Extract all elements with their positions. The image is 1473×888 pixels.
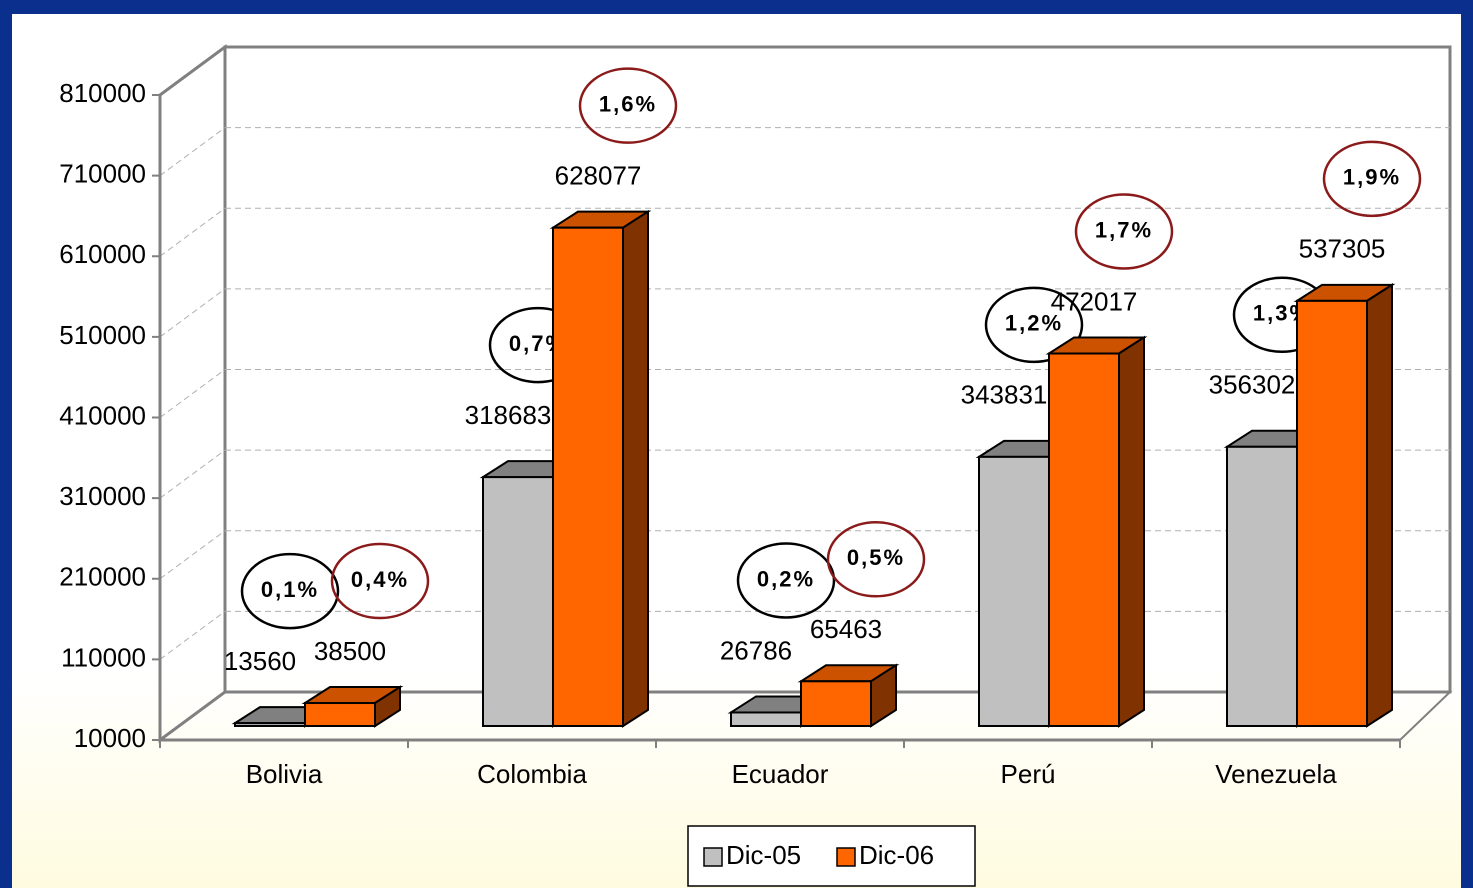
percent-label: 1,6%	[599, 91, 657, 116]
percent-bubble	[826, 521, 926, 598]
bar	[978, 455, 1050, 727]
value-label: 13560	[224, 646, 296, 676]
percent-bubble	[330, 542, 430, 620]
grid-line	[159, 369, 226, 418]
percent-bubble	[736, 542, 836, 619]
y-tick-label: 410000	[59, 400, 146, 430]
value-label: 356302	[1209, 370, 1296, 400]
legend-label: Dic-05	[726, 840, 801, 870]
value-label: 26786	[720, 635, 792, 665]
grid-line	[159, 449, 226, 499]
value-label: 537305	[1299, 234, 1386, 264]
bar-side	[1118, 335, 1145, 728]
y-tick-label: 110000	[61, 642, 146, 672]
percent-bubble	[1074, 193, 1174, 270]
value-label: 343831	[961, 380, 1048, 410]
percent-label: 0,1%	[261, 577, 319, 602]
y-tick-label: 810000	[59, 78, 146, 108]
x-tick-label: Perú	[1001, 759, 1056, 789]
grid-line	[159, 288, 226, 338]
legend-box	[687, 825, 976, 887]
x-tick-label: Colombia	[477, 759, 587, 789]
y-tick-label: 10000	[74, 723, 146, 753]
grid-line	[159, 207, 226, 257]
legend-swatch	[836, 847, 856, 867]
legend-label: Dic-06	[859, 840, 934, 870]
bar-side	[622, 209, 649, 728]
percent-label: 0,5%	[847, 545, 905, 570]
percent-label: 1,2%	[1005, 311, 1063, 336]
bar	[730, 711, 802, 728]
bar	[800, 680, 872, 728]
grid-line	[159, 610, 226, 660]
grid-line	[159, 530, 226, 580]
grid-line	[159, 127, 226, 177]
bar	[1226, 445, 1298, 727]
percent-bubble	[578, 67, 678, 144]
percent-bubble	[240, 552, 340, 630]
bar-side	[1366, 283, 1393, 728]
y-tick-label: 610000	[59, 239, 146, 269]
x-tick-label: Ecuador	[732, 759, 829, 789]
bar	[552, 226, 624, 727]
value-label: 38500	[314, 636, 386, 666]
value-label: 628077	[555, 161, 642, 191]
percent-bubble	[984, 286, 1084, 364]
bar	[482, 476, 554, 727]
x-tick-label: Bolivia	[246, 759, 323, 789]
bar	[234, 722, 306, 728]
percent-bubble	[1322, 140, 1422, 218]
value-label: 318683	[465, 400, 552, 430]
percent-label: 0,2%	[757, 566, 815, 591]
legend-swatch	[703, 847, 723, 867]
value-label: 65463	[810, 614, 882, 644]
bar	[1048, 352, 1120, 727]
x-tick-label: Venezuela	[1215, 759, 1337, 789]
y-tick-label: 210000	[59, 562, 146, 592]
plot-background	[12, 14, 1461, 888]
percent-label: 1,9%	[1343, 165, 1401, 190]
percent-label: 1,7%	[1095, 217, 1153, 242]
y-tick-label: 710000	[59, 159, 146, 189]
value-label: 472017	[1051, 286, 1138, 316]
y-tick-label: 310000	[59, 481, 146, 511]
bar	[304, 702, 376, 727]
y-tick-label: 510000	[59, 320, 146, 350]
bar	[1296, 299, 1368, 727]
percent-label: 0,4%	[351, 567, 409, 592]
